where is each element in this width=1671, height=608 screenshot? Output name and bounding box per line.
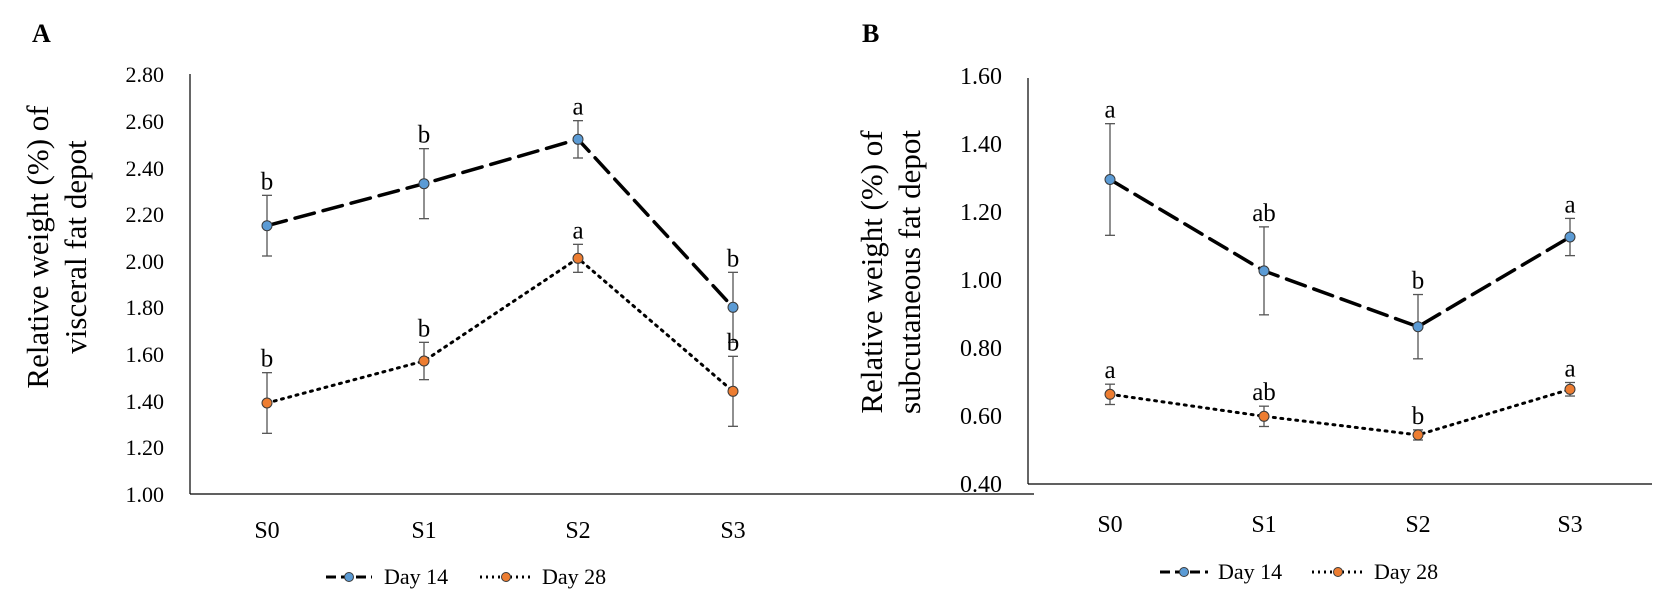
panel-a-plot-area: b b a b b b a b bbox=[261, 94, 740, 434]
panel-b-sig-label: b bbox=[1412, 268, 1425, 295]
panel-a-point-day14-s2 bbox=[572, 133, 584, 145]
panel-a-sig-label: b bbox=[727, 245, 740, 272]
panel-b-xtick-s2: S2 bbox=[1405, 512, 1430, 538]
panel-b-ylabel-line-1: Relative weight (%) of bbox=[854, 130, 889, 414]
panel-a-ytick: 1.20 bbox=[126, 435, 165, 460]
panel-a-series-day28-line bbox=[265, 256, 735, 405]
legend-day14-label: Day 14 bbox=[384, 564, 448, 589]
panel-a-letter: A bbox=[32, 19, 51, 48]
panel-b-plot-area: a ab b a a ab b a bbox=[1104, 97, 1576, 441]
panel-b-series-day14-line bbox=[1108, 177, 1572, 329]
legend-day28-marker bbox=[501, 572, 511, 582]
panel-a-sig-label: b bbox=[418, 315, 431, 342]
panel-a-xtick-s2: S2 bbox=[565, 518, 590, 544]
panel-b-xtick-s3: S3 bbox=[1557, 512, 1582, 538]
legend-day28-marker bbox=[1333, 567, 1343, 577]
panel-b-letter: B bbox=[862, 19, 879, 48]
legend-day14-marker bbox=[344, 572, 354, 582]
legend-day14-label: Day 14 bbox=[1218, 559, 1282, 584]
panel-b-point-day28-s3 bbox=[1564, 383, 1576, 395]
panel-b-ytick: 1.60 bbox=[960, 64, 1002, 90]
panel-a-series-day14-line bbox=[265, 137, 735, 310]
panel-a-ytick: 2.00 bbox=[126, 249, 165, 274]
panel-b-series-day28-line bbox=[1108, 387, 1572, 437]
panel-b-point-day28-s0 bbox=[1104, 388, 1116, 400]
panel-b-sig-label: a bbox=[1104, 357, 1115, 384]
panel-a-ytick: 1.40 bbox=[126, 389, 165, 414]
panel-b-sig-label: a bbox=[1564, 191, 1575, 218]
panel-b-ytick: 0.60 bbox=[960, 404, 1002, 430]
panel-b-ytick: 1.00 bbox=[960, 268, 1002, 294]
legend-day14-marker bbox=[1179, 567, 1189, 577]
panel-b-xtick-s0: S0 bbox=[1097, 512, 1122, 538]
panel-a-legend: Day 14 Day 28 bbox=[326, 564, 606, 589]
panel-b-point-day14-s3 bbox=[1564, 231, 1576, 243]
panel-a-ytick: 1.00 bbox=[126, 482, 165, 507]
panel-b-sig-label: ab bbox=[1252, 379, 1276, 406]
panel-a-sig-label: b bbox=[261, 346, 274, 373]
panel-b-ytick: 1.20 bbox=[960, 200, 1002, 226]
legend-day28-label: Day 28 bbox=[1374, 559, 1438, 584]
panel-a-point-day14-s3 bbox=[727, 301, 739, 313]
panel-b-sig-label: b bbox=[1412, 403, 1425, 430]
panel-a-point-day14-s1 bbox=[418, 178, 430, 190]
panel-b-ytick: 0.40 bbox=[960, 472, 1002, 498]
panel-a: A Relative weight (%) of visceral fat de… bbox=[20, 19, 1034, 589]
panel-b-sig-label: ab bbox=[1252, 200, 1276, 227]
panel-b-ytick: 1.40 bbox=[960, 132, 1002, 158]
panel-a-xtick-s3: S3 bbox=[720, 518, 745, 544]
panel-a-ytick: 2.60 bbox=[126, 109, 165, 134]
panel-a-ylabel-line-1: Relative weight (%) of bbox=[20, 105, 55, 389]
legend-day28-label: Day 28 bbox=[542, 564, 606, 589]
panel-a-xtick-s1: S1 bbox=[411, 518, 436, 544]
panel-b-sig-label: a bbox=[1564, 356, 1575, 383]
panel-b-point-day14-s1 bbox=[1258, 265, 1270, 277]
panel-a-point-day28-s0 bbox=[261, 397, 273, 409]
panel-b-legend: Day 14 Day 28 bbox=[1160, 559, 1438, 584]
panel-b-point-day28-s2 bbox=[1412, 429, 1424, 441]
panel-b-point-day14-s2 bbox=[1412, 321, 1424, 333]
panel-a-ytick: 1.80 bbox=[126, 295, 165, 320]
panel-a-ylabel-line-2: visceral fat depot bbox=[58, 140, 93, 354]
panel-a-sig-label: a bbox=[572, 94, 583, 121]
panel-b: B Relative weight (%) of subcutaneous fa… bbox=[854, 19, 1652, 584]
panel-a-ytick: 2.20 bbox=[126, 202, 165, 227]
panel-a-ytick: 2.80 bbox=[126, 62, 165, 87]
panel-b-sig-label: a bbox=[1104, 97, 1115, 124]
panel-a-point-day28-s3 bbox=[727, 385, 739, 397]
panel-a-ytick: 1.60 bbox=[126, 342, 165, 367]
panel-a-point-day28-s2 bbox=[572, 252, 584, 264]
panel-a-sig-label: b bbox=[261, 168, 274, 195]
panel-a-point-day14-s0 bbox=[261, 220, 273, 232]
panel-a-ytick: 2.40 bbox=[126, 156, 165, 181]
panel-a-point-day28-s1 bbox=[418, 355, 430, 367]
panel-a-sig-label: b bbox=[418, 122, 431, 149]
panel-b-point-day14-s0 bbox=[1104, 174, 1116, 185]
panel-a-sig-label: a bbox=[572, 217, 583, 244]
panel-a-sig-label: b bbox=[727, 329, 740, 356]
panel-a-xtick-s0: S0 bbox=[254, 518, 279, 544]
panel-b-point-day28-s1 bbox=[1258, 410, 1270, 422]
panel-b-ylabel-line-2: subcutaneous fat depot bbox=[892, 130, 927, 414]
panel-b-xtick-s1: S1 bbox=[1251, 512, 1276, 538]
panel-b-ytick: 0.80 bbox=[960, 336, 1002, 362]
